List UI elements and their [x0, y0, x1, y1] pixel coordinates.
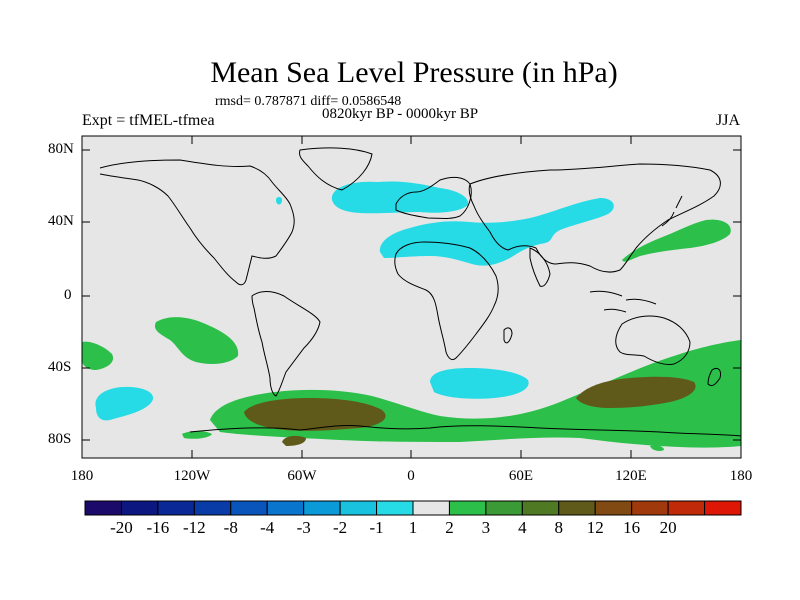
colorbar [84, 500, 742, 516]
lon-label-180e: 180 [729, 468, 753, 484]
colorbar-label: -1 [369, 518, 384, 537]
colorbar-swatch [120, 500, 159, 516]
colorbar-label: 16 [623, 518, 641, 537]
antarctic-coast-patch [182, 431, 212, 439]
lat-label-40n: 40N [48, 213, 74, 229]
colorbar-swatch [558, 500, 596, 516]
axis-ticks [81, 136, 742, 458]
africa-coast [394, 241, 499, 361]
lat-label-0: 0 [64, 287, 72, 303]
colorbar-swatch [631, 500, 669, 516]
colorbar-swatch [157, 500, 195, 516]
lon-label-180w: 180 [70, 468, 94, 484]
anomaly-regions [82, 181, 741, 451]
colorbar-swatch [193, 500, 232, 516]
maritime-continent-coast [589, 290, 657, 313]
date-line-high [82, 341, 114, 370]
colorbar-swatch [376, 500, 414, 516]
season-label: JJA [716, 112, 741, 129]
colorbar-label: 2 [445, 518, 454, 537]
greenland-coast [299, 147, 373, 191]
weddell-high-spot [282, 435, 306, 446]
colorbar-label: 1 [408, 518, 418, 537]
north-america-coast [99, 159, 295, 286]
colorbar-swatch [84, 500, 122, 516]
period-label: 0820kyr BP - 0000kyr BP [322, 106, 479, 122]
new-zealand-coast [707, 367, 721, 387]
south-atlantic-indian-low [430, 368, 529, 399]
colorbar-swatch [448, 500, 487, 516]
colorbar-swatch [266, 500, 305, 516]
colorbar-swatch [230, 500, 268, 516]
colorbar-label: -4 [260, 518, 275, 537]
south-pacific-low [95, 386, 154, 421]
antarctica-coast [189, 425, 742, 437]
stats-line: rmsd= 0.787871 diff= 0.0586548 [215, 94, 402, 109]
colorbar-label: -16 [146, 518, 170, 537]
colorbar-swatch [521, 500, 560, 516]
experiment-label: Expt = tfMEL-tfmea [82, 112, 215, 129]
colorbar-label: -3 [296, 518, 311, 537]
colorbar-swatch [303, 500, 341, 516]
colorbar-swatch [339, 500, 378, 516]
coastlines [99, 147, 742, 437]
lat-label-40s: 40S [48, 359, 72, 375]
colorbar-swatch [704, 500, 742, 516]
lat-label-80s: 80S [48, 431, 72, 447]
lon-label-120e: 120E [615, 468, 647, 484]
madagascar-coast [503, 327, 513, 344]
far-south-patch [650, 445, 664, 451]
colorbar-label: 4 [518, 518, 527, 537]
colorbar-label: -2 [333, 518, 348, 537]
colorbar-label: 3 [481, 518, 491, 537]
eurasia-low-band [379, 198, 614, 266]
south-pacific-high [154, 317, 239, 364]
colorbar-swatch [412, 500, 450, 516]
colorbar-swatch [594, 500, 633, 516]
north-pacific-high [622, 219, 731, 262]
weddell-high-core [244, 398, 386, 431]
lon-label-60w: 60W [287, 468, 317, 484]
colorbar-label: 12 [586, 518, 604, 537]
colorbar-label: -8 [223, 518, 238, 537]
map-title: Mean Sea Level Pressure (in hPa) [210, 56, 618, 89]
lat-label-80n: 80N [48, 141, 74, 157]
indian-sector-high-core [576, 376, 696, 408]
south-america-coast [251, 291, 321, 397]
north-atlantic-low [331, 181, 469, 214]
lon-label-0: 0 [407, 468, 415, 484]
colorbar-swatch [485, 500, 523, 516]
colorbar-label: -20 [110, 518, 133, 537]
labrador-low-spot [276, 197, 282, 205]
lon-label-120w: 120W [173, 468, 211, 484]
asia-coast [468, 163, 721, 273]
colorbar-label: 20 [659, 518, 677, 537]
lon-label-60e: 60E [508, 468, 534, 484]
japan-coast [661, 195, 683, 227]
india-coast [529, 247, 551, 287]
colorbar-label: -12 [182, 518, 206, 537]
colorbar-label: 8 [554, 518, 564, 537]
colorbar-swatch [667, 500, 706, 516]
australia-coast [615, 315, 691, 365]
